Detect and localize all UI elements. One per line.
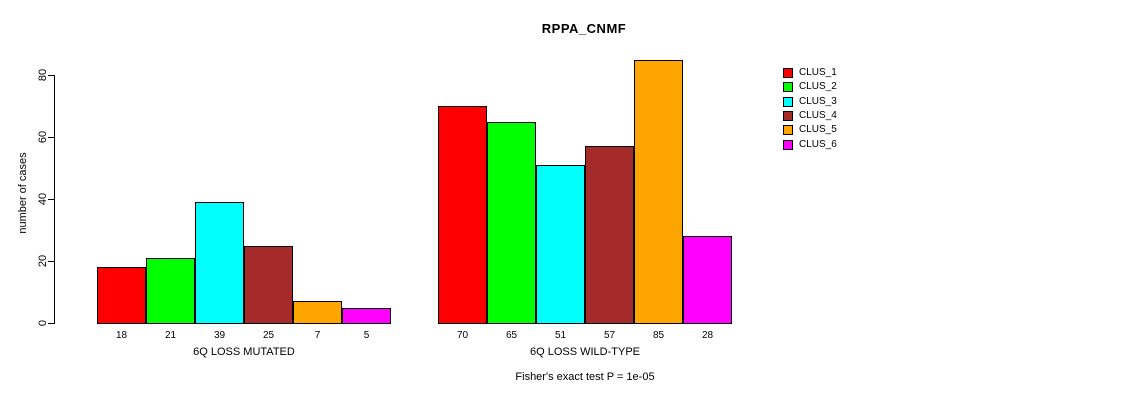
y-tick-label: 20: [37, 254, 49, 268]
bar: [585, 146, 634, 324]
bar-value-label: 7: [314, 330, 321, 341]
bar-value-label: 51: [554, 330, 567, 341]
y-tick-label: 40: [37, 192, 49, 206]
legend-item: CLUS_1: [783, 66, 837, 80]
legend-label: CLUS_1: [799, 67, 837, 79]
legend-swatch: [783, 125, 793, 136]
bar-value-label: 57: [603, 330, 616, 341]
bar: [97, 267, 146, 324]
bar: [244, 245, 293, 324]
legend-item: CLUS_3: [783, 95, 837, 109]
bar: [293, 301, 342, 324]
y-axis-line: [54, 75, 55, 324]
bar-value-label: 85: [652, 330, 665, 341]
legend-item: CLUS_4: [783, 109, 837, 123]
bar-value-label: 21: [164, 330, 177, 341]
legend: CLUS_1 CLUS_2 CLUS_3 CLUS_4 CLUS_5 CLUS_6: [783, 66, 837, 152]
bar-value-label: 18: [115, 330, 128, 341]
bar: [342, 307, 391, 324]
bar: [536, 164, 585, 324]
bar: [683, 236, 732, 324]
y-tick: [48, 137, 54, 138]
legend-label: CLUS_2: [799, 81, 837, 93]
bar-value-label: 39: [213, 330, 226, 341]
bar: [634, 59, 683, 324]
y-tick-label: 0: [37, 319, 49, 327]
chart-title: RPPA_CNMF: [541, 21, 627, 36]
y-axis-label: number of cases: [17, 152, 29, 234]
legend-swatch: [783, 139, 793, 150]
bar-value-label: 65: [505, 330, 518, 341]
bar: [195, 202, 244, 324]
bar-value-label: 70: [456, 330, 469, 341]
legend-item: CLUS_5: [783, 123, 837, 137]
y-tick: [48, 75, 54, 76]
bar-value-label: 5: [363, 330, 370, 341]
y-tick: [48, 323, 54, 324]
bar-value-label: 25: [262, 330, 275, 341]
bar: [487, 121, 536, 324]
y-tick-label: 60: [37, 130, 49, 144]
legend-label: CLUS_5: [799, 124, 837, 136]
legend-swatch: [783, 82, 793, 93]
legend-label: CLUS_3: [799, 95, 837, 107]
group-label: 6Q LOSS WILD-TYPE: [529, 346, 641, 358]
y-tick: [48, 199, 54, 200]
group-label: 6Q LOSS MUTATED: [193, 346, 295, 358]
legend-item: CLUS_2: [783, 80, 837, 94]
legend-label: CLUS_4: [799, 110, 837, 122]
legend-swatch: [783, 111, 793, 122]
fisher-test-annotation: Fisher's exact test P = 1e-05: [515, 371, 655, 383]
y-tick: [48, 261, 54, 262]
legend-item: CLUS_6: [783, 137, 837, 151]
y-tick-label: 80: [37, 68, 49, 82]
legend-swatch: [783, 68, 793, 79]
legend-label: CLUS_6: [799, 138, 837, 150]
bar-value-label: 28: [701, 330, 714, 341]
legend-swatch: [783, 96, 793, 107]
bar: [146, 257, 195, 324]
bar: [438, 106, 487, 324]
